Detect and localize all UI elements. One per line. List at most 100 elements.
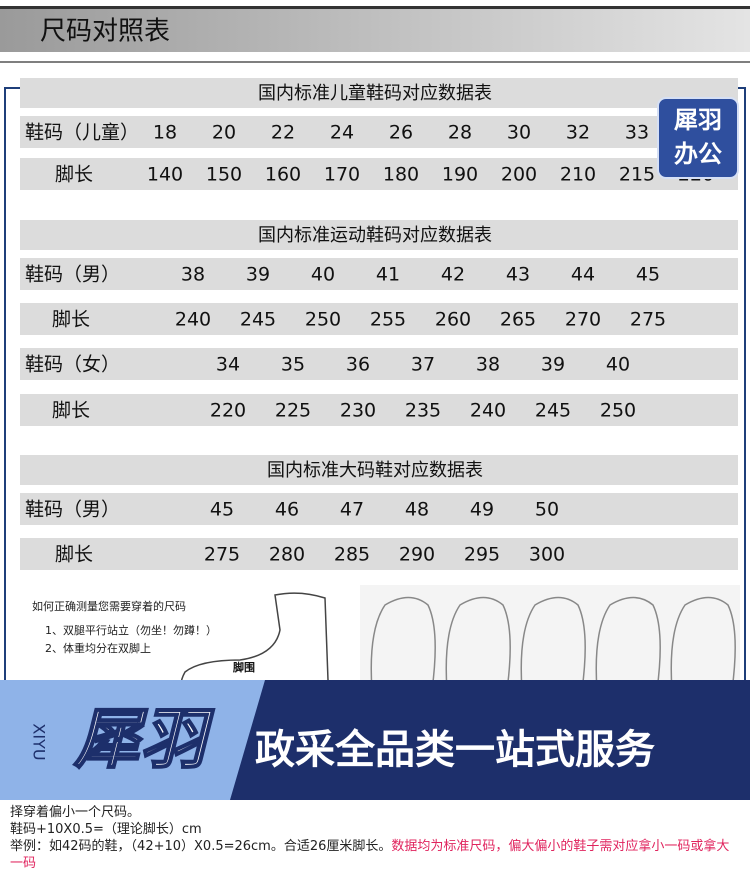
cell: 280 xyxy=(269,544,305,566)
row-bg xyxy=(20,158,738,190)
cell: 260 xyxy=(435,309,471,331)
note-line: 鞋码+10X0.5=（理论脚长）cm xyxy=(10,822,202,837)
cell: 180 xyxy=(383,164,419,186)
cell: 225 xyxy=(275,400,311,422)
cell: 215 xyxy=(619,164,655,186)
cell: 39 xyxy=(541,354,565,376)
cell: 35 xyxy=(281,354,305,376)
feet-panel xyxy=(360,585,740,695)
cell: 290 xyxy=(399,544,435,566)
title-row xyxy=(20,455,738,485)
badge-text: 犀羽 xyxy=(674,106,722,134)
banner-pinyin: XIYU xyxy=(30,723,49,760)
cell: 275 xyxy=(204,544,240,566)
cell: 49 xyxy=(470,499,494,521)
row-bg xyxy=(20,303,738,335)
badge-text: 办公 xyxy=(674,140,722,168)
cell: 160 xyxy=(265,164,301,186)
cell: 250 xyxy=(305,309,341,331)
cell: 255 xyxy=(370,309,406,331)
table-title: 国内标准大码鞋对应数据表 xyxy=(267,460,483,481)
banner-slogan: 政采全品类一站式服务 xyxy=(255,727,655,773)
cell: 240 xyxy=(470,400,506,422)
cell: 34 xyxy=(216,354,240,376)
badge: 犀羽 办公 xyxy=(657,97,739,179)
cell: 39 xyxy=(246,264,270,286)
cell: 48 xyxy=(405,499,429,521)
cell: 42 xyxy=(441,264,465,286)
cell: 36 xyxy=(346,354,370,376)
banner-left xyxy=(0,680,265,800)
row-bg xyxy=(20,116,738,148)
cell: 285 xyxy=(334,544,370,566)
cell: 270 xyxy=(565,309,601,331)
cell: 18 xyxy=(153,122,177,144)
note-line: 择穿着偏小一个尺码。 xyxy=(10,805,141,820)
cell: 265 xyxy=(500,309,536,331)
row-bg xyxy=(20,538,738,570)
cell: 44 xyxy=(571,264,595,286)
cell: 28 xyxy=(448,122,472,144)
cell: 38 xyxy=(476,354,500,376)
cell: 20 xyxy=(212,122,236,144)
cell: 210 xyxy=(560,164,596,186)
cell: 40 xyxy=(606,354,630,376)
row-label: 鞋码（男） xyxy=(25,264,120,286)
cell: 37 xyxy=(411,354,435,376)
measure-step: 2、体重均分在双脚上 xyxy=(45,641,151,655)
cell: 45 xyxy=(210,499,234,521)
cell: 235 xyxy=(405,400,441,422)
cell: 41 xyxy=(376,264,400,286)
cell: 200 xyxy=(501,164,537,186)
example-text: 举例：如42码的鞋，（42+10）X0.5=26cm。合适26厘米脚长。 xyxy=(10,839,392,854)
measure-title: 如何正确测量您需要穿着的尺码 xyxy=(32,599,186,613)
cell: 40 xyxy=(311,264,335,286)
cell: 43 xyxy=(506,264,530,286)
header-title: 尺码对照表 xyxy=(40,17,170,47)
cell: 32 xyxy=(566,122,590,144)
cell: 47 xyxy=(340,499,364,521)
table-title: 国内标准运动鞋码对应数据表 xyxy=(258,225,492,246)
row-label: 鞋码（女） xyxy=(25,354,120,376)
banner-brand: 犀羽 xyxy=(73,701,215,778)
cell: 50 xyxy=(535,499,559,521)
cell: 38 xyxy=(181,264,205,286)
badge-bg xyxy=(657,97,739,179)
measure-illustration: 如何正确测量您需要穿着的尺码 1、双腿平行站立（勿坐！勿蹲！） 2、体重均分在双… xyxy=(32,585,740,701)
cell: 240 xyxy=(175,309,211,331)
row-bg xyxy=(20,394,738,426)
cell: 190 xyxy=(442,164,478,186)
cell: 33 xyxy=(625,122,649,144)
cell: 250 xyxy=(600,400,636,422)
row-label: 鞋码（男） xyxy=(25,499,120,521)
cell: 170 xyxy=(324,164,360,186)
row-bg xyxy=(20,258,738,290)
measure-step: 1、双腿平行站立（勿坐！勿蹲！） xyxy=(45,623,217,637)
header-bar xyxy=(0,6,750,52)
highlight-text: 数据均为标准尺码，偏大偏小的鞋子需对应拿小一码或拿大一码 xyxy=(10,839,730,871)
cell: 22 xyxy=(271,122,295,144)
row-label: 脚长 xyxy=(52,400,90,422)
note-example: 举例：如42码的鞋，（42+10）X0.5=26cm。合适26厘米脚长。数据均为… xyxy=(10,838,730,872)
cell: 220 xyxy=(210,400,246,422)
row-bg xyxy=(20,348,738,380)
callout: 脚围 xyxy=(233,660,255,674)
cell: 245 xyxy=(240,309,276,331)
row-label: 脚长 xyxy=(55,164,93,186)
cell: 30 xyxy=(507,122,531,144)
title-row xyxy=(20,220,738,250)
cell: 275 xyxy=(630,309,666,331)
row-label: 脚长 xyxy=(55,544,93,566)
cell: 230 xyxy=(340,400,376,422)
cell: 300 xyxy=(529,544,565,566)
table-title: 国内标准儿童鞋码对应数据表 xyxy=(258,83,492,104)
cell: 140 xyxy=(147,164,183,186)
banner: XIYU 犀羽 政采全品类一站式服务 xyxy=(0,680,750,800)
cell: 46 xyxy=(275,499,299,521)
title-row xyxy=(20,78,738,108)
row-bg xyxy=(20,493,738,525)
cell: 150 xyxy=(206,164,242,186)
